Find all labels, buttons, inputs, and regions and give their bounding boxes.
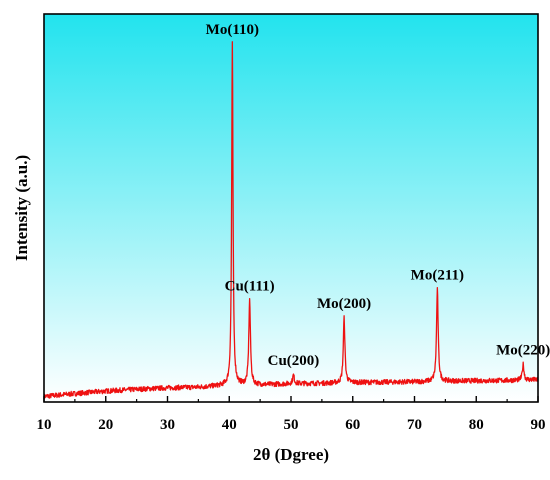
trace-layer <box>43 41 539 399</box>
plot-background <box>44 14 538 402</box>
peak-label: Mo(200) <box>317 296 371 312</box>
x-tick-label: 10 <box>37 417 52 433</box>
peak-label: Mo(220) <box>496 342 550 358</box>
peak-label-layer: Mo(110) Cu(111) Cu(200) Mo(200) Mo(211) Mo(22… <box>206 22 550 369</box>
xrd-trace-line <box>43 41 539 399</box>
x-tick-label: 80 <box>469 417 484 433</box>
x-tick-label: 50 <box>284 417 299 433</box>
x-tick-label: 70 <box>407 417 422 433</box>
peak-label: Mo(211) <box>411 268 464 284</box>
peak-label: Cu(200) <box>268 353 320 369</box>
peak-label: Mo(110) <box>206 22 259 38</box>
tick-layer: 10 20 30 40 50 60 70 80 90 <box>37 396 546 433</box>
peak-label: Cu(111) <box>225 278 275 294</box>
x-tick-label: 90 <box>531 417 546 433</box>
x-tick-label: 20 <box>98 417 113 433</box>
y-axis-title: Intensity (a.u.) <box>12 155 31 261</box>
x-tick-label: 60 <box>345 417 360 433</box>
x-tick-label: 30 <box>160 417 175 433</box>
x-axis-title: 2θ (Dgree) <box>253 445 329 464</box>
x-tick-label: 40 <box>222 417 237 433</box>
